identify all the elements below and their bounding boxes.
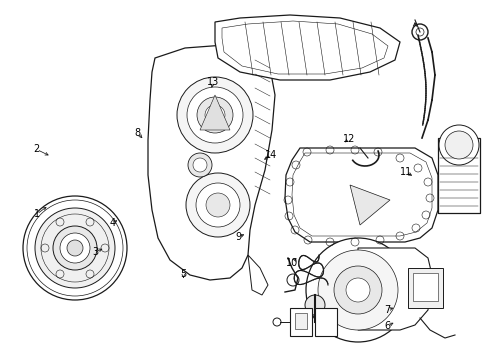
- Bar: [412, 273, 437, 301]
- Circle shape: [333, 266, 381, 314]
- Text: 1: 1: [34, 209, 40, 219]
- Circle shape: [187, 153, 212, 177]
- Text: 10: 10: [285, 258, 298, 268]
- Circle shape: [196, 183, 240, 227]
- Text: 5: 5: [180, 269, 186, 279]
- Polygon shape: [285, 148, 437, 242]
- Circle shape: [177, 77, 252, 153]
- Text: 13: 13: [206, 77, 219, 87]
- Polygon shape: [349, 185, 389, 225]
- Circle shape: [305, 295, 325, 315]
- Circle shape: [205, 193, 229, 217]
- Bar: [437, 138, 479, 213]
- Text: 4: 4: [109, 218, 115, 228]
- Text: 11: 11: [399, 167, 411, 177]
- Circle shape: [346, 278, 369, 302]
- Circle shape: [185, 173, 249, 237]
- Bar: [294, 313, 306, 329]
- Bar: [289, 308, 311, 336]
- Circle shape: [197, 97, 232, 133]
- Polygon shape: [247, 255, 267, 295]
- Bar: [407, 268, 442, 308]
- Circle shape: [317, 250, 397, 330]
- Circle shape: [23, 196, 127, 300]
- Circle shape: [204, 105, 224, 125]
- Polygon shape: [357, 248, 431, 330]
- Polygon shape: [200, 95, 229, 130]
- Circle shape: [186, 87, 243, 143]
- Text: 8: 8: [135, 128, 141, 138]
- Text: 14: 14: [264, 150, 277, 160]
- Text: 12: 12: [343, 134, 355, 144]
- Text: 7: 7: [384, 305, 390, 315]
- Text: 6: 6: [384, 321, 390, 331]
- Text: 9: 9: [235, 232, 241, 242]
- Circle shape: [305, 238, 409, 342]
- Text: 3: 3: [92, 247, 98, 257]
- Polygon shape: [148, 45, 274, 280]
- Text: 2: 2: [34, 144, 40, 154]
- Circle shape: [193, 158, 206, 172]
- Circle shape: [438, 125, 478, 165]
- Circle shape: [53, 226, 97, 270]
- Polygon shape: [215, 15, 399, 80]
- Circle shape: [35, 208, 115, 288]
- Circle shape: [67, 240, 83, 256]
- Circle shape: [444, 131, 472, 159]
- Circle shape: [60, 233, 90, 263]
- Bar: [314, 308, 336, 336]
